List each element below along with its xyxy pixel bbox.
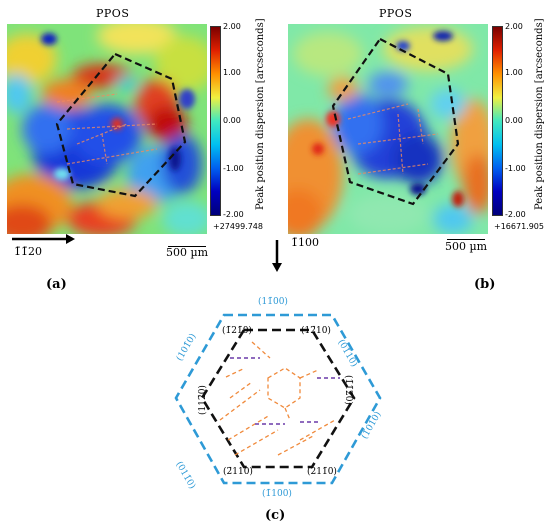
- panel-b-tick: 0.00: [505, 116, 523, 125]
- panel-a-tick: 1.00: [223, 68, 241, 77]
- panel-a-tick: 2.00: [223, 22, 241, 31]
- inner-plane-label: (1̄1̄20): [343, 375, 353, 405]
- panel-b-direction-label: 1̄100: [291, 236, 319, 249]
- panel-a-tick: 0.00: [223, 116, 241, 125]
- panel-b-scalebar: [447, 239, 485, 240]
- panel-a-scalebar: [168, 246, 206, 247]
- inner-plane-label: (2̄110): [223, 467, 253, 477]
- panel-a-offset: +27499.748: [213, 222, 263, 231]
- panel-b-map: [288, 24, 488, 234]
- inner-hexagon: [200, 328, 356, 469]
- panel-c-diagram: [174, 313, 382, 485]
- panel-a-label: (a): [46, 277, 67, 292]
- inner-plane-label: (211̄0): [307, 467, 337, 477]
- panel-a-direction-label: 1̄1̄20: [14, 245, 42, 258]
- outer-plane-label: (1̄100): [262, 489, 292, 499]
- panel-b-label: (b): [474, 277, 496, 292]
- panel-a-title: PPOS: [96, 7, 130, 20]
- panel-c-label: (c): [265, 508, 286, 523]
- panel-b-offset: +16671.905: [494, 222, 544, 231]
- panel-b-tick: 2.00: [505, 22, 523, 31]
- panel-b-direction-arrow: [272, 240, 282, 272]
- panel-a-colorbar: [210, 26, 221, 216]
- panel-b-tick: -2.00: [505, 210, 526, 219]
- panel-a-scale-label: 500 µm: [166, 246, 209, 259]
- panel-b-scale-label: 500 µm: [445, 240, 488, 253]
- panel-b-title: PPOS: [379, 7, 413, 20]
- panel-a-direction-arrow: [12, 234, 75, 244]
- inner-plane-label: (112̄0): [198, 385, 208, 415]
- outer-hexagon: [174, 313, 382, 485]
- outer-plane-label: (11̄00): [258, 297, 288, 307]
- purple-dislocations: [230, 357, 340, 425]
- panel-b-colorbar-label: Peak position dispersion [arcseconds]: [534, 18, 545, 210]
- panel-b-tick: 1.00: [505, 68, 523, 77]
- orange-dislocations: [219, 341, 336, 456]
- panel-b-tick: -1.00: [505, 164, 526, 173]
- panel-a-colorbar-label: Peak position dispersion [arcseconds]: [255, 18, 266, 210]
- inner-plane-label: (1̄21̄0): [222, 326, 252, 336]
- panel-a-tick: -1.00: [223, 164, 244, 173]
- panel-a-map: [7, 24, 207, 234]
- panel-a-tick: -2.00: [223, 210, 244, 219]
- inner-plane-label: (12̄10): [301, 326, 331, 336]
- panel-b-colorbar: [492, 26, 503, 216]
